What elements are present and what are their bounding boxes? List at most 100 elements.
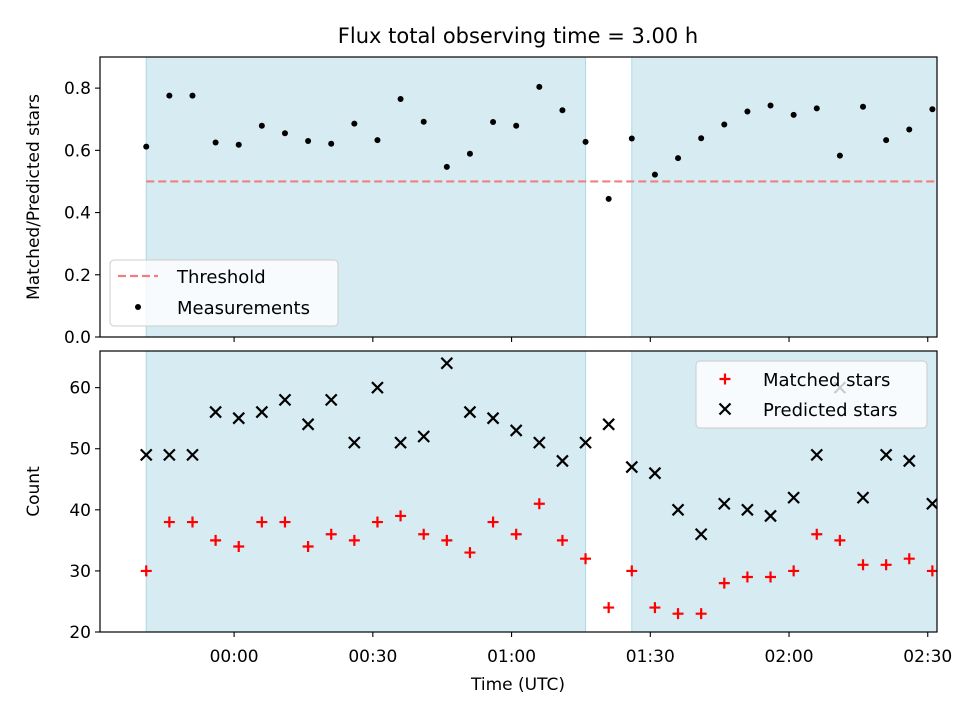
data-point [256,516,268,528]
data-point [394,436,407,449]
data-point [279,516,291,528]
legend-predicted-swatch [718,402,732,416]
data-point [880,559,892,571]
chart-title: Flux total observing time = 3.00 h [338,24,698,48]
data-point [741,503,754,517]
data-point [210,534,222,546]
x-axis-label: Time (UTC) [470,675,565,695]
data-point [926,497,937,510]
count-panel: 20 30 40 50 60 00:00 00:30 01:00 01:30 02:00 02:30… [24,350,960,667]
data-point [767,102,774,109]
legend-threshold-label: Threshold [176,267,266,288]
y-tick-label: 30 [69,562,91,582]
x-tick-label: 01:30 [626,647,675,667]
plot-area [139,351,960,632]
data-point [235,141,242,148]
data-point [513,122,520,129]
data-point [718,497,731,510]
axes-frame [99,56,938,338]
data-point [580,553,592,565]
data-point [857,559,869,571]
data-point [140,565,152,577]
data-point [533,436,546,449]
data-point [536,83,543,90]
legend-measurements-swatch [135,304,141,310]
x-tick-label: 02:30 [903,647,952,667]
data-point [811,528,823,540]
observing-interval-1 [631,57,937,337]
legend-measurements-label: Measurements [177,298,310,319]
data-point [325,528,337,540]
data-point [324,393,338,407]
data-point [441,534,453,546]
data-point [232,411,246,425]
data-point [860,103,867,110]
data-point [765,571,777,583]
data-point [671,503,685,517]
data-point [810,448,824,462]
legend: Matched stars Predicted stars [695,360,928,429]
x-tick-label: 02:00 [765,647,814,667]
data-point [420,118,427,125]
data-point [787,491,800,504]
legend-box [695,360,928,429]
data-point [721,121,728,128]
y-tick-label: 50 [69,440,91,460]
data-point [675,155,682,162]
y-axis-label: Count [24,466,44,517]
data-point [418,528,430,540]
data-point [509,424,523,437]
data-point [163,516,175,528]
data-point [328,140,335,147]
series-measurements [143,83,936,202]
data-point [510,528,522,540]
data-point [741,571,753,583]
data-point [466,150,473,157]
legend-matched-label: Matched stars [763,370,890,391]
data-point [397,96,404,102]
data-point [233,540,245,552]
data-point [651,171,658,178]
data-point [950,590,960,601]
data-point [559,107,566,114]
data-point [926,565,937,577]
data-point [371,516,383,528]
data-point [556,534,568,546]
data-point [486,411,500,425]
data-point [186,448,199,462]
y-tick-label: 20 [69,623,91,643]
data-point [813,105,820,112]
data-point [487,516,499,528]
data-point [139,448,153,462]
data-point [258,122,265,129]
data-point [443,163,450,170]
data-point [212,139,219,146]
data-point [209,405,222,419]
data-point [648,466,662,480]
y-tick-label: 0.8 [64,79,91,99]
data-point [603,602,615,614]
data-point [902,454,916,468]
legend-matched-swatch [719,373,731,385]
data-point [582,138,589,145]
legend: Threshold Measurements [109,259,339,327]
y-tick-label: 60 [69,379,91,399]
axes-frame [99,350,938,633]
data-point [440,356,454,370]
legend-box [109,259,339,327]
data-point [834,534,846,546]
data-point [694,527,708,541]
data-point [348,534,360,546]
data-point [906,126,913,133]
data-point [143,143,150,150]
data-point [879,448,893,462]
data-point [301,418,315,431]
data-point [790,111,797,118]
legend-predicted-label: Predicted stars [763,400,897,421]
data-point [950,486,960,497]
data-point [903,553,915,565]
data-point [417,430,430,443]
data-point [698,135,705,142]
